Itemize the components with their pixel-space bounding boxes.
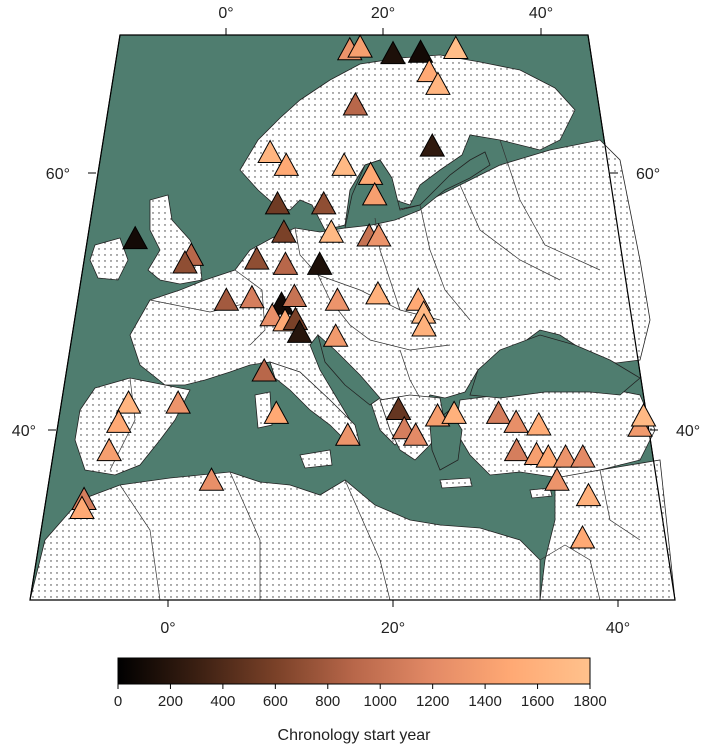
bottom-lon-label: 20° [381,620,405,637]
site-triangle [306,251,333,275]
site-triangle [318,219,345,243]
site-triangle [213,287,240,311]
land-sicily [299,449,333,469]
site-triangle [416,58,443,83]
bottom-lon-label: 40° [606,620,630,637]
map-frame [29,34,676,601]
site-triangle [251,357,278,382]
colorbar-tick-label: 1200 [416,693,449,710]
left-lat-label: 40° [12,423,36,440]
site-triangle [334,422,361,446]
site-triangle [347,34,373,58]
land-ireland [89,237,129,281]
site-triangle [69,495,95,519]
site-triangle [525,411,552,436]
site-triangle [361,181,388,206]
site-markers [69,34,657,549]
colorbar [117,657,591,685]
site-triangle [380,40,406,65]
colorbar-tick-label: 200 [158,693,183,710]
site-triangle [272,251,299,275]
colorbar-tick-label: 1600 [521,693,554,710]
adriatic-sea [317,333,381,406]
site-triangle [310,190,337,215]
inland-seas [317,151,641,471]
site-triangle [385,396,412,421]
left-lat-label: 60° [46,166,70,183]
site-triangle [243,246,270,270]
top-lon-label: 40° [529,5,553,22]
site-triangle [535,444,562,468]
colorbar-ticks: 0 200 400 600 800 1000 1200 1400 1600 1800 [114,684,607,710]
site-triangle [419,133,446,157]
bottom-lon-label: 0° [160,620,175,637]
site-triangle [357,161,384,185]
site-triangle [322,323,349,347]
land-crete [439,477,473,489]
site-triangle [271,219,297,243]
black-sea [469,334,641,399]
site-triangle [281,283,308,307]
site-triangle [165,390,191,414]
colorbar-tick-label: 1800 [573,693,606,710]
site-triangle [425,71,451,95]
right-lat-label: 40° [676,423,700,440]
site-triangle [342,91,369,116]
site-triangle [411,312,437,337]
right-lat-label: 60° [636,166,660,183]
site-triangle [630,402,657,427]
site-triangle [503,437,530,462]
colorbar-tick-label: 0 [114,693,122,710]
site-triangle [544,467,570,491]
colorbar-tick-label: 1400 [468,693,501,710]
site-triangle [105,409,132,433]
site-triangle [552,444,579,468]
site-triangle [441,400,467,424]
colorbar-tick-label: 800 [315,693,340,710]
site-triangle [365,280,391,305]
site-triangle [259,302,286,327]
site-triangle [198,467,225,491]
site-triangle [324,287,351,311]
site-triangle [442,35,469,59]
site-triangle [115,390,142,414]
site-triangle [239,284,265,309]
site-triangle [273,152,300,176]
site-triangle [569,524,596,549]
site-triangle [264,190,291,215]
site-triangle [407,39,434,63]
site-triangle [569,444,596,468]
colorbar-title: Chronology start year [278,727,432,744]
site-triangle [286,319,313,343]
axis-ticks [48,28,658,607]
site-triangle [402,422,429,446]
colorbar-tick-label: 600 [263,693,288,710]
top-lon-label: 0° [218,5,233,22]
land-north-africa [29,471,541,601]
colorbar-tick-label: 400 [210,693,235,710]
site-triangle [503,409,529,433]
top-lon-label: 20° [371,5,395,22]
site-triangle [485,400,512,424]
colorbar-tick-label: 1000 [364,693,397,710]
site-triangle [263,400,290,424]
site-triangle [575,482,602,507]
land-masses [29,54,676,601]
site-triangle [172,249,198,274]
site-triangle [122,225,149,250]
site-triangle [257,139,283,164]
site-triangle [331,152,357,176]
site-triangle [96,437,122,462]
site-triangle [365,223,392,247]
baltic-sea [344,151,491,229]
